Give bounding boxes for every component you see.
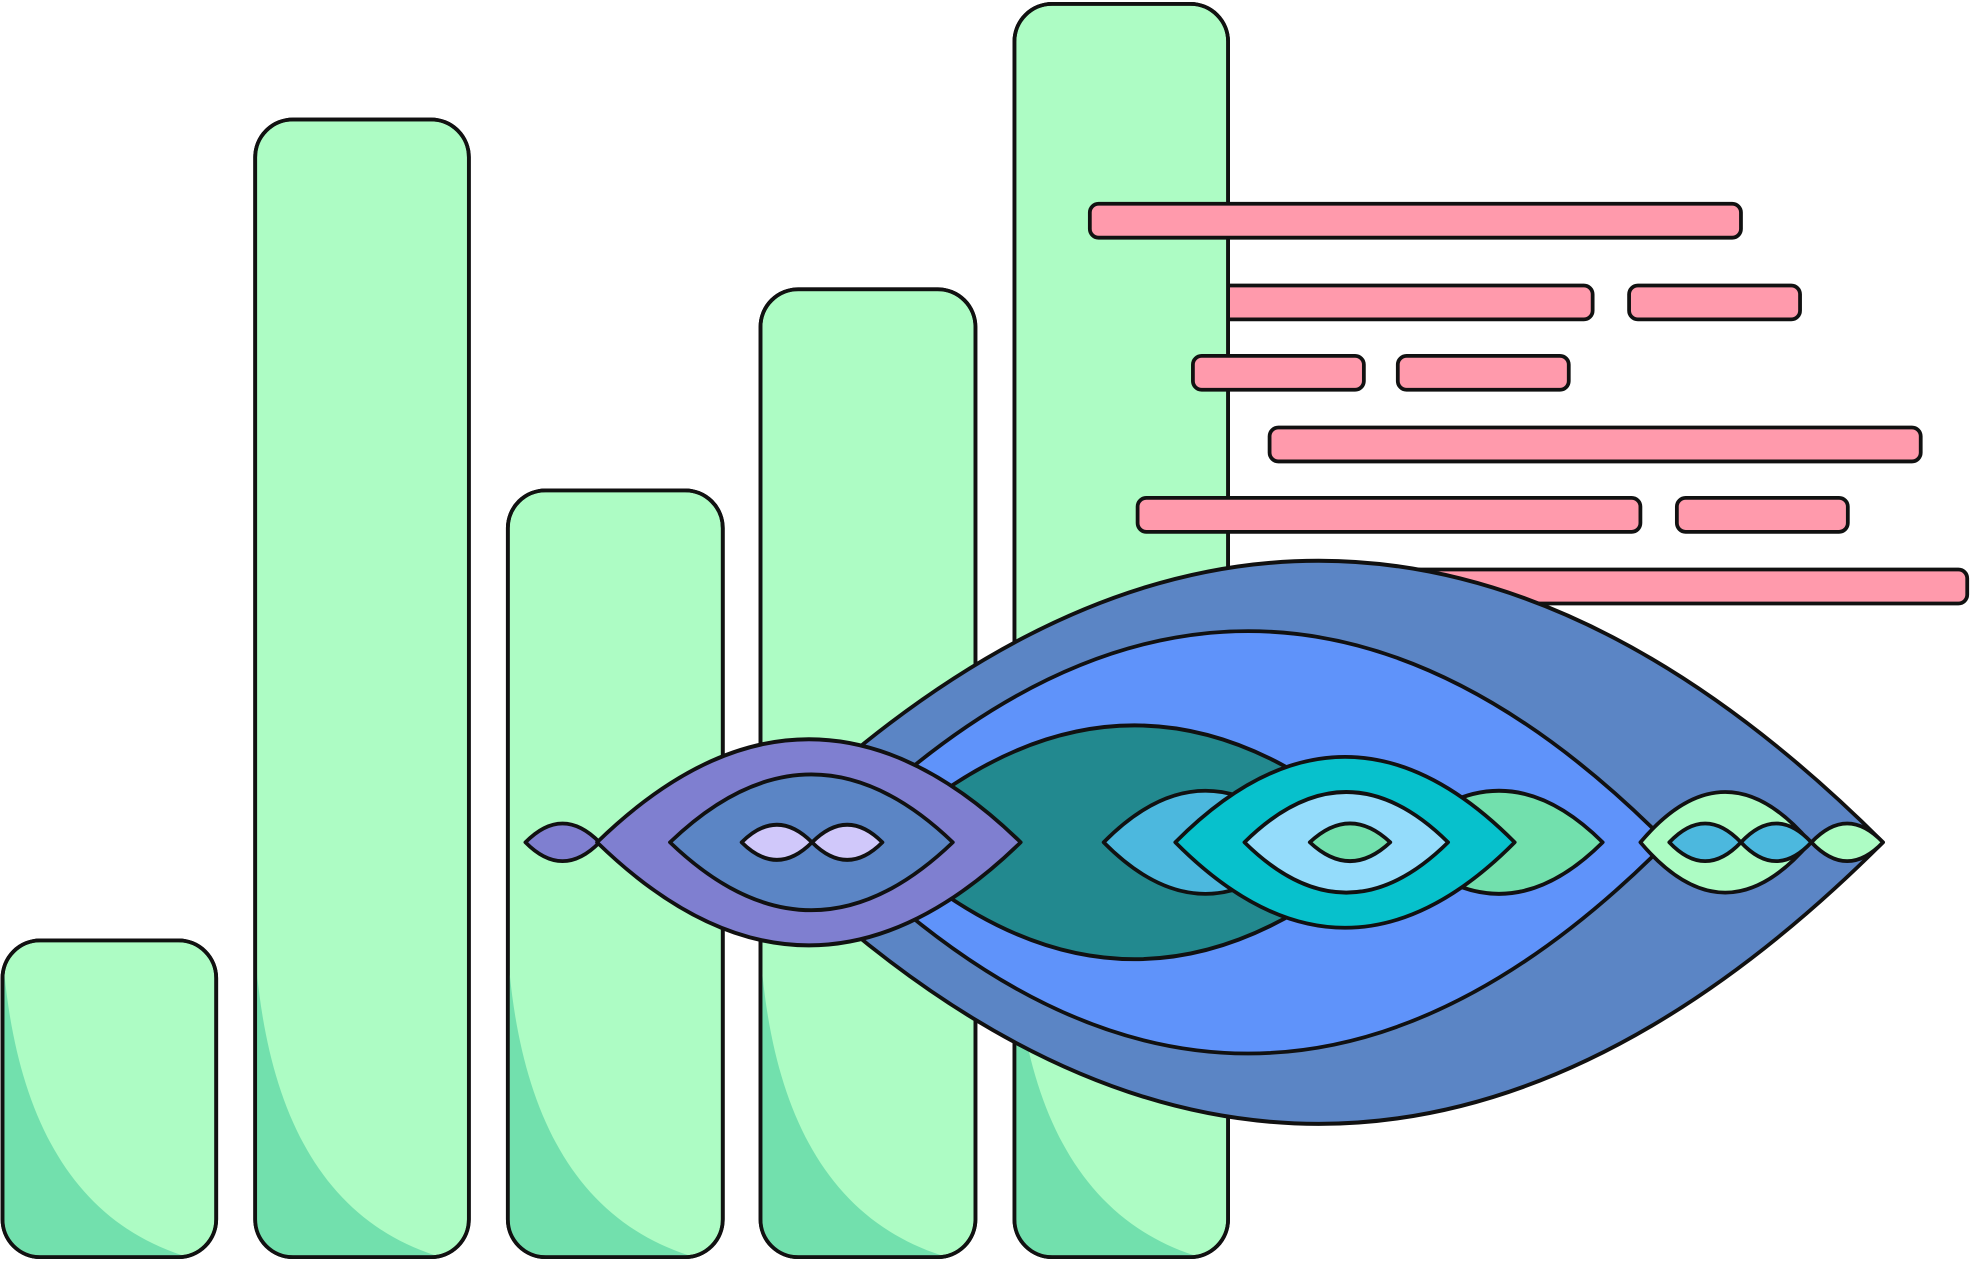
- green-bar: [253, 117, 471, 1260]
- pink-bar: [1267, 425, 1923, 464]
- bar-shade: [4, 974, 183, 1256]
- bar-shade: [509, 974, 689, 1256]
- green-bar-outline: [253, 117, 471, 1260]
- lens: [810, 822, 885, 862]
- pink-bar: [1135, 495, 1643, 534]
- bar-shade: [257, 974, 435, 1256]
- lens: [1307, 821, 1393, 863]
- pink-bar: [1627, 283, 1802, 322]
- pink-bar: [1395, 353, 1571, 392]
- pink-bar: [1674, 495, 1850, 534]
- bar-shade: [1016, 974, 1194, 1256]
- pink-bar: [1087, 201, 1743, 240]
- pink-bar: [1204, 283, 1595, 322]
- bar-shade: [762, 974, 942, 1256]
- pink-bar: [1191, 353, 1366, 392]
- lens: [1809, 821, 1885, 864]
- green-bar-outline: [0, 938, 219, 1260]
